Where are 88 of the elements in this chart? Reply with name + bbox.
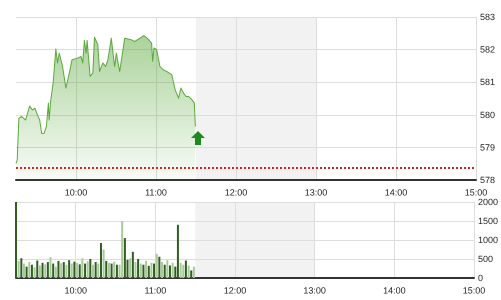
bar <box>145 260 148 278</box>
bar <box>134 262 136 278</box>
bar <box>142 264 144 278</box>
bar <box>44 264 46 278</box>
bar <box>68 260 70 278</box>
bar <box>121 221 124 278</box>
x-tick-label: 12:00 <box>224 188 248 198</box>
y-tick-label: 578 <box>480 175 496 185</box>
bar <box>182 264 184 278</box>
bar <box>190 270 192 278</box>
y-tick-label: 582 <box>480 44 496 55</box>
y-tick-label: 0 <box>478 273 483 283</box>
bar <box>132 252 134 278</box>
bar <box>124 238 126 278</box>
bar <box>57 260 60 278</box>
bar <box>148 266 150 278</box>
bar <box>110 264 113 278</box>
bar <box>180 262 182 278</box>
x-tick-label: 11:00 <box>144 286 166 296</box>
bar <box>102 250 105 278</box>
bar <box>18 260 20 278</box>
bar <box>166 260 168 278</box>
bar <box>160 262 163 278</box>
bar <box>140 264 142 278</box>
y-tick-label: 1000 <box>478 235 498 245</box>
bar <box>26 266 28 278</box>
bar <box>70 264 73 278</box>
bar <box>86 261 89 278</box>
bar <box>153 264 156 278</box>
bar <box>184 260 187 278</box>
y-tick-label: 581 <box>480 77 496 88</box>
bar <box>100 243 102 278</box>
x-tick-label: 10:00 <box>64 188 88 198</box>
bar <box>34 267 36 278</box>
y-tick-label: 580 <box>480 110 496 120</box>
x-tick-label: 15:00 <box>464 188 488 198</box>
bar <box>164 264 166 278</box>
bar <box>73 262 76 278</box>
bar <box>42 262 44 278</box>
bar <box>92 264 94 278</box>
bar <box>156 254 158 278</box>
bar <box>81 258 84 278</box>
bar <box>46 262 49 278</box>
bar <box>49 257 52 278</box>
y-tick-label: 500 <box>478 254 494 264</box>
x-tick-label: 14:00 <box>383 286 406 296</box>
bar <box>36 260 38 278</box>
x-tick-label: 10:00 <box>64 286 87 296</box>
bar <box>76 262 78 278</box>
y-tick-label: 579 <box>480 142 496 152</box>
bar <box>129 258 132 278</box>
bar <box>188 265 190 278</box>
bar <box>62 262 65 278</box>
y-tick-label: 583 <box>480 12 496 22</box>
x-tick-label: 13:00 <box>303 286 326 296</box>
x-tick-label: 15:00 <box>462 286 486 296</box>
bar <box>38 265 41 278</box>
bar <box>94 262 97 278</box>
bar <box>20 258 22 278</box>
y-tick-label: 2000 <box>478 197 498 207</box>
bar <box>105 260 108 278</box>
y-tick-label: 1500 <box>478 216 498 226</box>
bar <box>22 264 25 278</box>
bar <box>97 264 100 278</box>
bar <box>168 265 171 278</box>
bar <box>176 224 179 278</box>
bar <box>116 264 118 278</box>
bar <box>137 259 140 278</box>
bar <box>89 259 92 278</box>
x-tick-label: 13:00 <box>304 188 328 198</box>
bar <box>15 202 17 278</box>
bar <box>192 266 195 278</box>
bar <box>150 262 152 278</box>
bar <box>60 263 62 278</box>
bar <box>113 262 116 278</box>
bar <box>52 264 54 278</box>
bar <box>108 262 110 278</box>
x-tick-label: 12:00 <box>224 286 246 296</box>
x-tick-label: 11:00 <box>145 188 167 198</box>
x-tick-label: 14:00 <box>384 188 408 198</box>
bar <box>78 264 81 278</box>
bar <box>65 264 68 278</box>
bar <box>172 262 174 278</box>
bar <box>54 266 57 278</box>
bar <box>30 264 33 278</box>
bar <box>28 262 30 278</box>
bar <box>84 264 86 278</box>
bar <box>158 256 160 278</box>
